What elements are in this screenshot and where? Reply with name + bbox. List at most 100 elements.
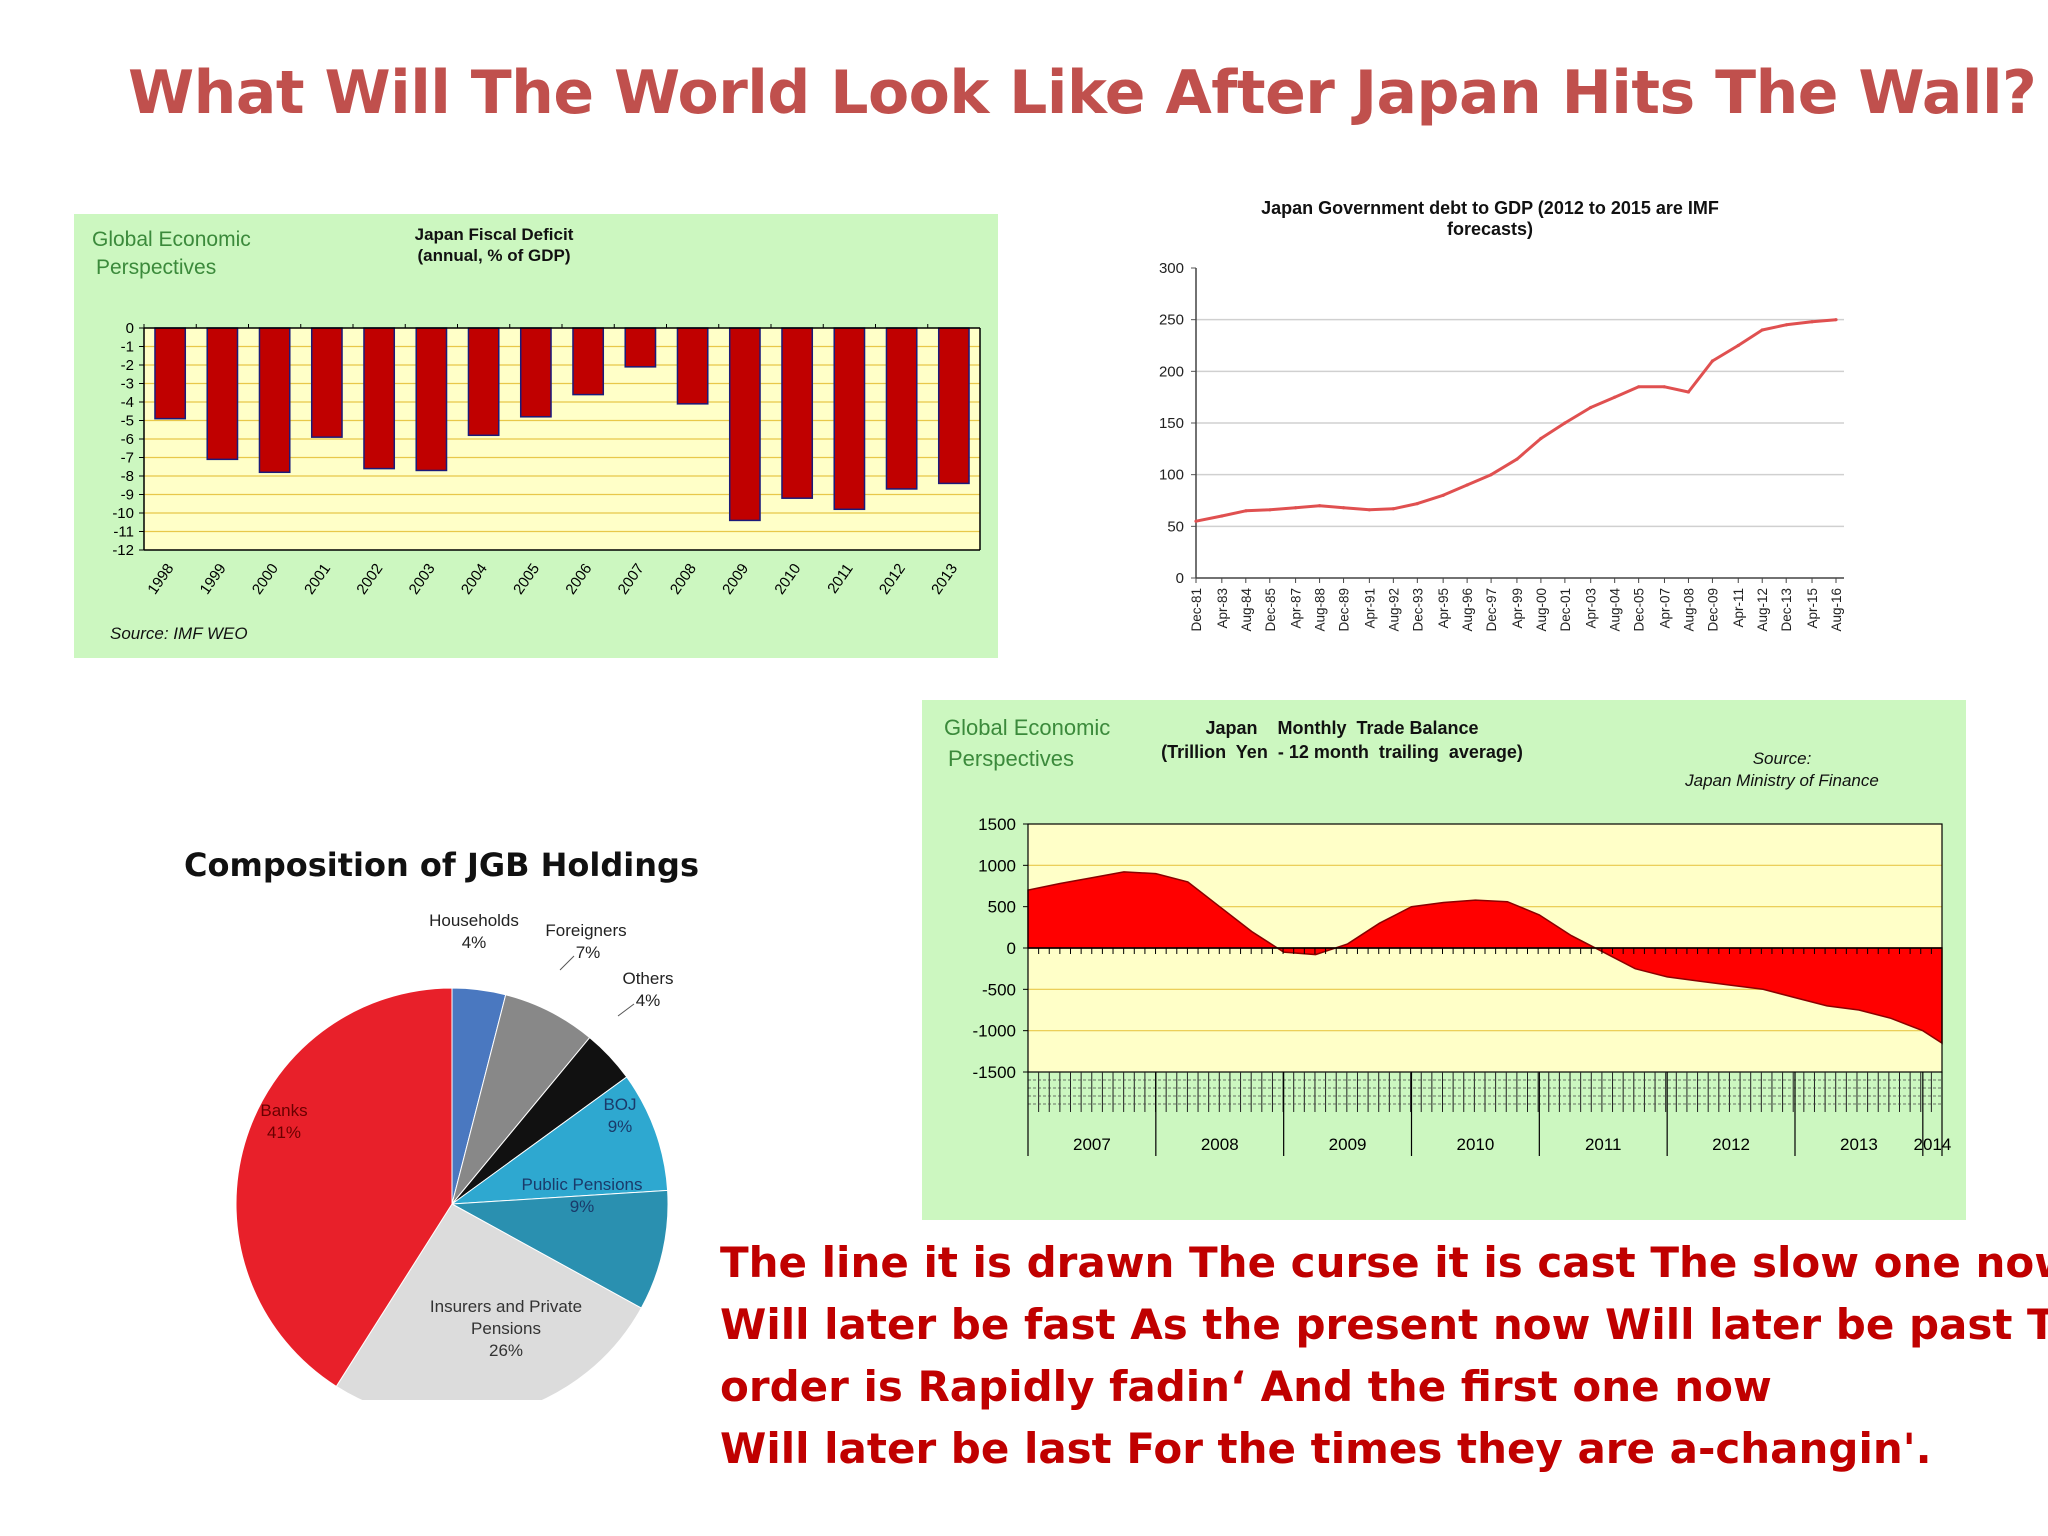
debt-ytick-label: 100 xyxy=(1159,467,1184,484)
debt-data-point xyxy=(1194,519,1198,523)
debt-chart-title: Japan Government debt to GDP (2012 to 20… xyxy=(1120,198,1860,240)
debt-xtick-label: Dec-93 xyxy=(1410,588,1425,632)
trade-title-line-1: Japan Monthly Trade Balance xyxy=(1205,718,1479,738)
fiscal-bar xyxy=(310,327,343,438)
debt-ytick-label: 250 xyxy=(1159,312,1184,329)
debt-xtick-label: Dec-85 xyxy=(1263,588,1278,632)
debt-xtick-label: Aug-00 xyxy=(1534,588,1549,632)
trade-year-label: 2011 xyxy=(1585,1135,1622,1154)
debt-data-point xyxy=(1662,385,1667,389)
debt-data-point xyxy=(1613,395,1617,399)
fiscal-bar xyxy=(885,327,918,490)
fiscal-xtick-label: 2012 xyxy=(876,561,909,598)
debt-data-point xyxy=(1810,320,1814,324)
debt-xtick-label: Apr-99 xyxy=(1510,588,1525,629)
debt-data-point xyxy=(1367,508,1371,512)
debt-xtick-label: Apr-91 xyxy=(1362,588,1377,629)
trade-ytick-label: -1500 xyxy=(973,1063,1016,1082)
pie-value-insurers: 26% xyxy=(489,1341,523,1360)
fiscal-brand-line-2: Perspectives xyxy=(96,256,217,279)
trade-year-label: 2014 xyxy=(1913,1135,1951,1154)
debt-xtick-label: Aug-16 xyxy=(1829,588,1844,632)
pie-label-insurers-1: Insurers and Private xyxy=(430,1297,582,1316)
pie-label-others: Others xyxy=(622,969,673,988)
fiscal-xtick-label: 2008 xyxy=(667,561,700,598)
fiscal-bar xyxy=(781,327,814,499)
fiscal-bar xyxy=(467,327,500,437)
debt-data-point xyxy=(1244,509,1248,513)
fiscal-xtick-label: 1999 xyxy=(197,561,230,598)
debt-gdp-chart: 0 50 100 150 200 250 300 Dec-81 Apr-83 Aug-84 Dec-… xyxy=(1159,260,1844,632)
debt-data-point xyxy=(1637,385,1641,389)
debt-xtick-label: Apr-87 xyxy=(1289,588,1304,629)
pie-slice xyxy=(450,1076,669,1205)
fiscal-title-line-1: Japan Fiscal Deficit xyxy=(414,225,574,244)
trade-brand-line-1: Global Economic xyxy=(944,715,1111,740)
debt-xtick-label: Aug-12 xyxy=(1755,588,1770,632)
trade-year-label: 2008 xyxy=(1201,1135,1239,1154)
fiscal-bar xyxy=(728,327,761,522)
debt-xtick-label: Dec-01 xyxy=(1558,588,1573,632)
trade-year-label: 2010 xyxy=(1456,1135,1494,1154)
debt-data-point xyxy=(1489,473,1493,477)
trade-ytick-label: -1000 xyxy=(973,1022,1016,1041)
trade-title-line-2: (Trillion Yen - 12 month trailing averag… xyxy=(1161,742,1523,762)
fiscal-bar xyxy=(833,327,866,511)
debt-title-line-1: Japan Government debt to GDP (2012 to 20… xyxy=(1261,198,1719,218)
pie-leader-foreigners xyxy=(559,955,575,971)
fiscal-ytick-label: 0 xyxy=(126,320,134,337)
debt-data-point xyxy=(1391,507,1395,511)
debt-xtick-label: Apr-15 xyxy=(1805,588,1820,629)
fiscal-xtick-label: 2002 xyxy=(353,561,386,598)
slide-title: What Will The World Look Like After Japa… xyxy=(128,58,2037,128)
fiscal-ytick-label: -2 xyxy=(121,357,134,374)
fiscal-ytick-label: -10 xyxy=(112,505,134,522)
fiscal-ytick-label: -5 xyxy=(121,413,134,430)
pie-value-boj: 9% xyxy=(608,1117,633,1136)
trade-year-label: 2009 xyxy=(1329,1135,1367,1154)
fiscal-xtick-label: 2003 xyxy=(406,561,439,598)
fiscal-ytick-label: -11 xyxy=(113,524,134,541)
fiscal-xtick-label: 2007 xyxy=(615,561,648,598)
debt-xtick-label: Apr-83 xyxy=(1215,588,1230,629)
lyrics-line: The line it is drawn The curse it is cas… xyxy=(720,1238,2048,1287)
pie-label-insurers-2: Pensions xyxy=(471,1319,541,1338)
debt-data-point xyxy=(1415,502,1419,506)
fiscal-xtick-label: 2005 xyxy=(510,561,543,598)
debt-data-point xyxy=(1563,421,1567,425)
debt-xtick-label: Dec-81 xyxy=(1189,588,1204,632)
debt-data-point xyxy=(1834,318,1838,322)
trade-source: Source: Japan Ministry of Finance xyxy=(1652,748,1912,792)
debt-xtick-label: Apr-07 xyxy=(1657,588,1672,629)
fiscal-bar xyxy=(258,327,291,474)
pie-value-foreigners: 7% xyxy=(576,943,601,962)
lyrics-text: The line it is drawn The curse it is cas… xyxy=(720,1232,2048,1480)
fiscal-xtick-label: 2010 xyxy=(771,561,804,598)
debt-ytick-label: 300 xyxy=(1159,260,1184,277)
debt-ytick-label: 0 xyxy=(1176,570,1184,587)
trade-balance-chart: 1500 1000 500 0 -500 -1000 -1500 2007 2008 2009 20… xyxy=(973,815,1951,1156)
fiscal-bar xyxy=(206,327,239,461)
trade-source-line-2: Japan Ministry of Finance xyxy=(1685,771,1879,790)
debt-data-point xyxy=(1293,506,1298,510)
lyrics-line: Will later be fast As the present now Wi… xyxy=(720,1300,2048,1349)
trade-ytick-label: 1000 xyxy=(978,856,1016,875)
debt-xtick-label: Apr-03 xyxy=(1584,588,1599,629)
trade-year-label: 2013 xyxy=(1840,1135,1878,1154)
fiscal-ytick-label: -8 xyxy=(121,468,134,485)
fiscal-bar xyxy=(624,327,657,368)
debt-data-point xyxy=(1760,328,1764,332)
debt-xtick-label: Aug-96 xyxy=(1460,588,1475,632)
debt-data-point xyxy=(1539,436,1543,441)
debt-xtick-label: Dec-09 xyxy=(1705,588,1720,632)
debt-data-point xyxy=(1589,405,1593,410)
trade-area-series xyxy=(1027,871,1943,1045)
debt-title-line-2: forecasts) xyxy=(1446,219,1534,239)
fiscal-chart-title: Japan Fiscal Deficit (annual, % of GDP) xyxy=(394,224,594,266)
pie-value-banks: 41% xyxy=(267,1123,301,1142)
fiscal-bar xyxy=(572,327,605,396)
pie-label-households: Households xyxy=(429,911,519,930)
trade-year-label: 2012 xyxy=(1712,1135,1750,1154)
pie-label-public-pensions: Public Pensions xyxy=(522,1175,643,1194)
fiscal-xtick-label: 2009 xyxy=(719,561,752,598)
